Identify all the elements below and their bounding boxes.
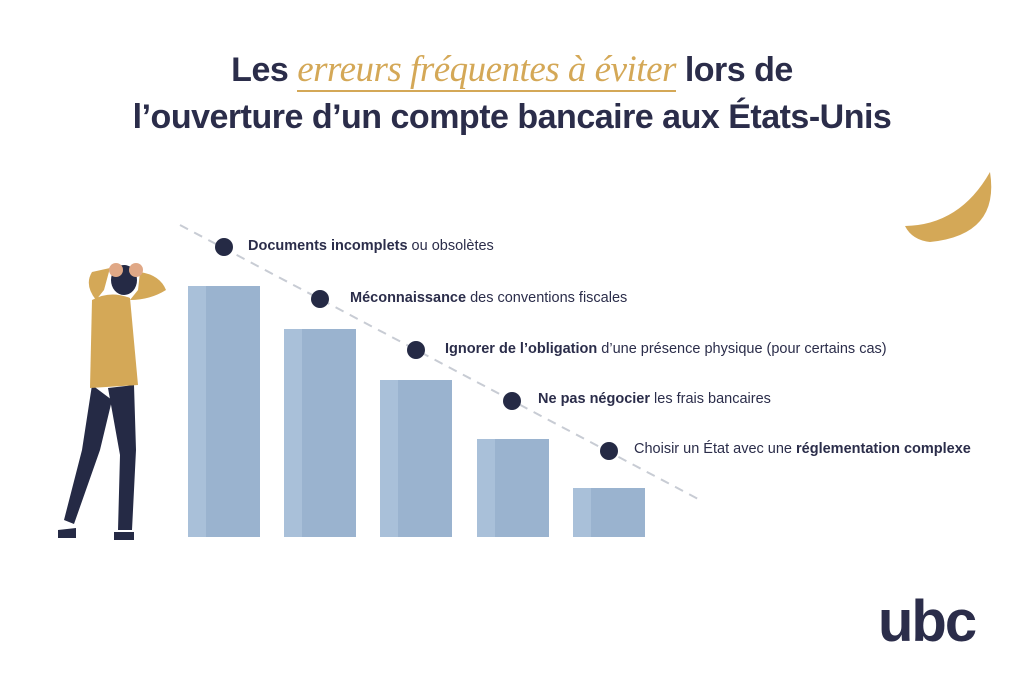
title-text: Les [231,51,298,89]
item-text: des conventions fiscales [466,290,628,306]
trend-line [179,224,701,501]
bars [188,286,645,537]
item: Documents incomplets ou obsolètes [248,238,494,254]
item-bold: Documents incomplets [248,238,408,254]
item-bold: réglementation complexe [796,441,971,457]
item: Méconnaissance des conventions fiscales [350,290,627,306]
item-bold: Ignorer de l’obligation [445,341,598,357]
logo: ubc [878,589,977,654]
title-line-2: l’ouverture d’un compte bancaire aux Éta… [132,98,892,136]
person [58,263,166,540]
item: Ignorer de l’obligation d’une présence p… [445,341,887,357]
bullets [215,238,618,460]
title-text: lors de [675,51,793,89]
item: Ne pas négocier les frais bancaires [538,391,771,407]
item-text: Choisir un État avec une [634,441,797,457]
item-text: ou obsolètes [407,238,494,254]
item-bold: Méconnaissance [350,290,467,306]
crescent [905,172,992,242]
title-line-1: Les erreurs fréquentes à éviter lors de [0,48,1024,92]
item-bold: Ne pas négocier [538,391,651,407]
item-text: les frais bancaires [650,391,771,407]
item: Choisir un État avec une réglementation … [634,441,971,457]
title-highlight: erreurs fréquentes à éviter [297,49,676,92]
item-text: d’une présence physique (pour certains c… [597,341,887,357]
